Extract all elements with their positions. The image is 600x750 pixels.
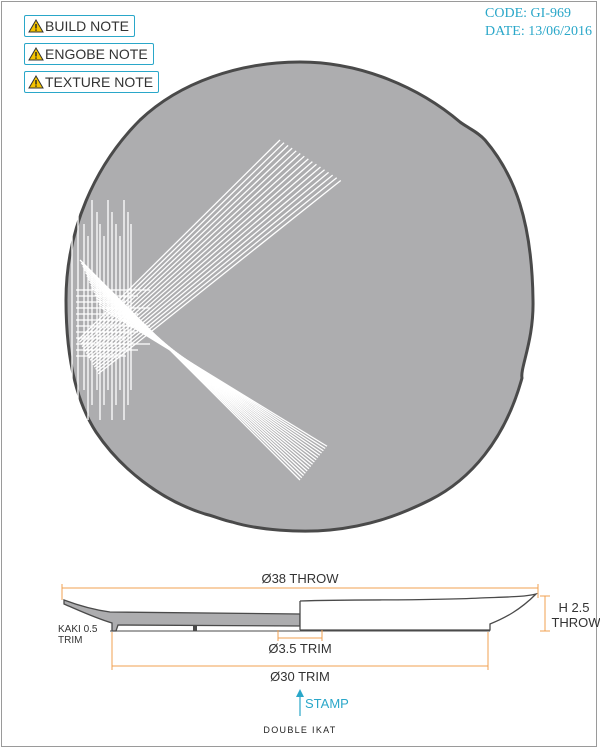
texture-note-label: TEXTURE NOTE [45,74,154,90]
texture-note-button[interactable]: TEXTURE NOTE [24,71,160,93]
drawing-date: DATE: 13/06/2016 [485,24,592,39]
notes-panel: BUILD NOTE ENGOBE NOTE TEXTURE NOTE [24,15,160,99]
code-block: CODE: GI-969 DATE: 13/06/2016 [485,5,592,41]
engobe-note-label: ENGOBE NOTE [45,46,148,62]
height-label: H 2.5 [558,600,589,615]
kaki-trim-label: KAKI 0.5 [58,624,98,635]
throw-diameter-label: Ø38 THROW [261,571,339,586]
kaki-trim-sublabel: TRIM [58,635,82,646]
warning-icon [28,75,44,89]
height-throw-label: THROW [551,615,600,630]
product-code: CODE: GI-969 [485,6,571,21]
plate-section-view [63,592,539,632]
stamp-label: STAMP [305,696,349,711]
engobe-note-button[interactable]: ENGOBE NOTE [24,43,154,65]
plate-top-view [64,60,535,533]
stamp-arrow-icon [296,689,304,697]
brand-logo: DOUBLE IKAT [263,725,336,735]
glaze-texture-lines [71,139,342,481]
inner-trim-label: Ø3.5 TRIM [268,641,331,656]
build-note-label: BUILD NOTE [45,18,130,34]
build-note-button[interactable]: BUILD NOTE [24,15,136,37]
outer-trim-label: Ø30 TRIM [270,669,330,684]
warning-icon [28,19,44,33]
dimension-lines [61,584,550,670]
warning-icon [28,47,44,61]
